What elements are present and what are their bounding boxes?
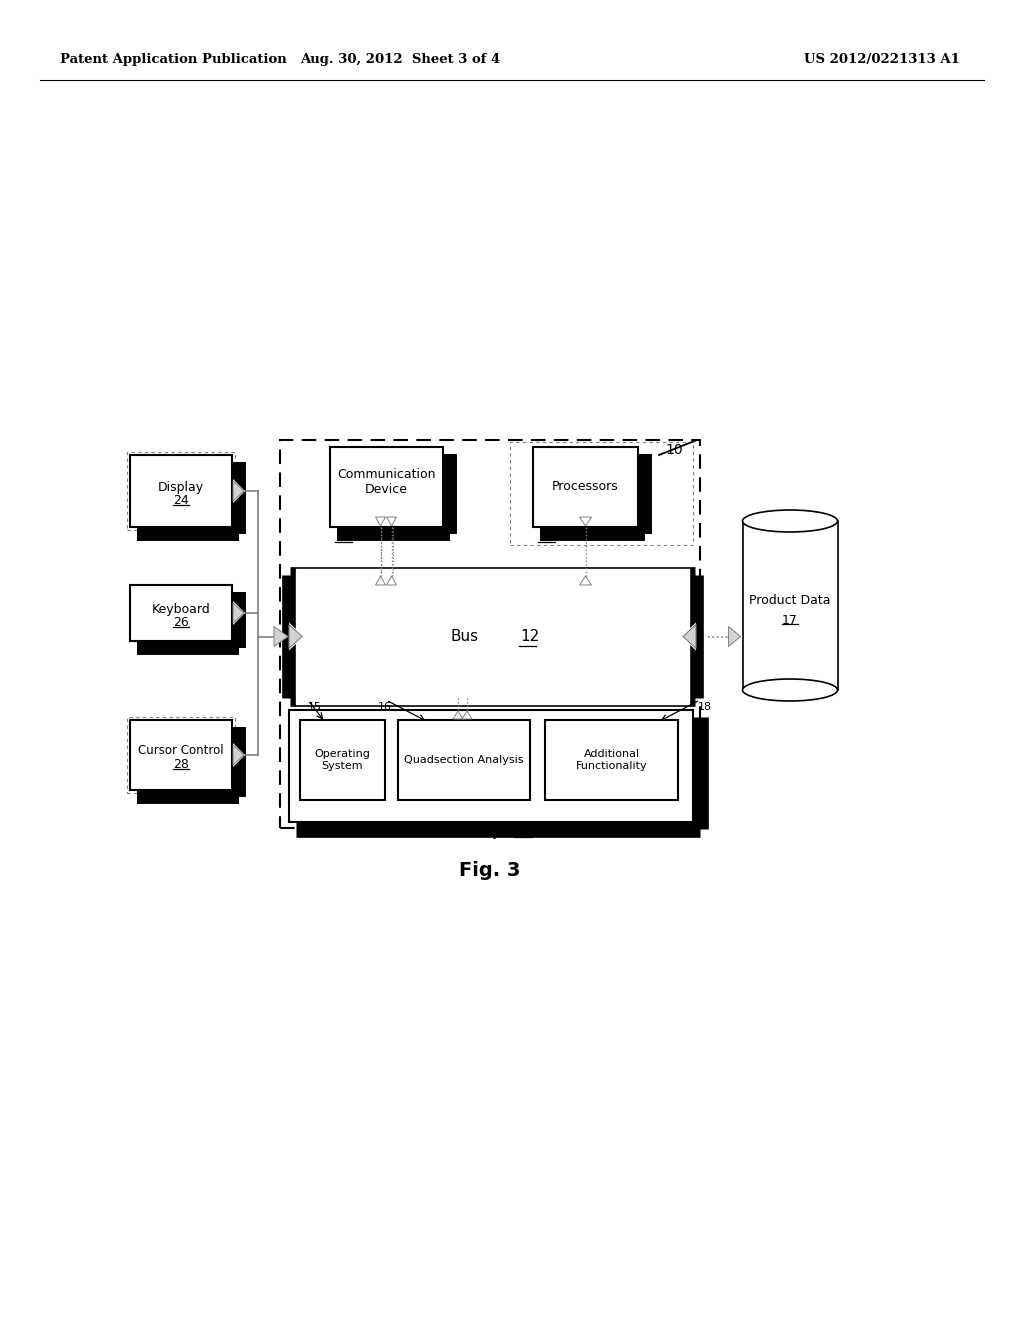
Text: Product Data: Product Data	[750, 594, 830, 606]
Bar	[289, 710, 693, 822]
Bar	[545, 719, 678, 800]
Text: Memory: Memory	[450, 826, 501, 840]
Bar	[398, 719, 530, 800]
Polygon shape	[233, 603, 244, 623]
Polygon shape	[233, 479, 245, 503]
Ellipse shape	[742, 510, 838, 532]
Text: Cursor Control: Cursor Control	[138, 744, 224, 758]
Text: Bus: Bus	[450, 630, 478, 644]
Bar	[280, 440, 700, 828]
Polygon shape	[233, 601, 245, 624]
Text: 14: 14	[510, 826, 534, 840]
Text: 26: 26	[173, 616, 188, 630]
Text: Quadsection Analysis: Quadsection Analysis	[404, 755, 523, 766]
Polygon shape	[386, 576, 396, 585]
Polygon shape	[289, 624, 302, 648]
Text: Aug. 30, 2012  Sheet 3 of 4: Aug. 30, 2012 Sheet 3 of 4	[300, 54, 500, 66]
Bar	[127, 717, 234, 793]
Bar	[534, 447, 638, 527]
Polygon shape	[580, 576, 592, 585]
Polygon shape	[376, 517, 385, 525]
Text: 20: 20	[335, 531, 351, 544]
Polygon shape	[580, 517, 592, 525]
Bar	[130, 719, 232, 789]
Text: Patent Application Publication: Patent Application Publication	[60, 54, 287, 66]
Text: 16: 16	[378, 702, 392, 711]
Text: 18: 18	[698, 702, 712, 711]
Bar	[510, 442, 693, 545]
Text: Fig. 3: Fig. 3	[460, 861, 520, 879]
Bar	[127, 451, 234, 531]
Polygon shape	[453, 711, 463, 719]
Polygon shape	[683, 624, 696, 648]
Polygon shape	[728, 627, 740, 647]
Text: Additional
Functionality: Additional Functionality	[575, 750, 647, 771]
Bar	[742, 521, 838, 690]
Text: Keyboard: Keyboard	[152, 602, 210, 615]
Polygon shape	[233, 480, 244, 502]
Text: Operating
System: Operating System	[314, 750, 371, 771]
Text: 22: 22	[538, 531, 554, 544]
Bar	[330, 447, 443, 527]
Text: 24: 24	[173, 495, 188, 507]
Polygon shape	[376, 576, 385, 585]
Polygon shape	[289, 623, 304, 651]
Polygon shape	[233, 743, 245, 767]
Ellipse shape	[742, 678, 838, 701]
Bar	[130, 455, 232, 527]
Text: 10: 10	[665, 444, 683, 457]
Polygon shape	[386, 517, 396, 525]
Polygon shape	[462, 711, 472, 719]
Text: US 2012/0221313 A1: US 2012/0221313 A1	[804, 54, 961, 66]
Bar	[130, 585, 232, 642]
Polygon shape	[681, 623, 696, 651]
Text: 17: 17	[782, 614, 798, 627]
Text: 28: 28	[173, 759, 189, 771]
Polygon shape	[274, 627, 288, 647]
Text: 15: 15	[308, 702, 322, 711]
Polygon shape	[233, 744, 244, 766]
Text: Processors: Processors	[552, 480, 618, 494]
Text: Display: Display	[158, 480, 204, 494]
Text: 12: 12	[520, 630, 540, 644]
Text: Communication
Device: Communication Device	[337, 469, 436, 496]
Bar	[300, 719, 385, 800]
